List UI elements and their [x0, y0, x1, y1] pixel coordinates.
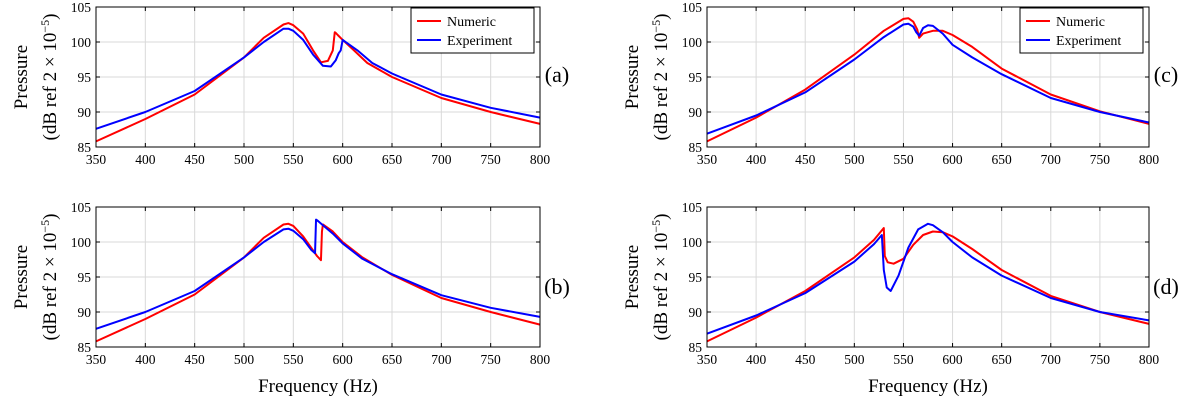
x-tick-label: 700 — [431, 352, 452, 367]
x-tick-label: 800 — [530, 152, 551, 167]
chart-panel-a: 350 400 450 500 550 600 650 700 750 800 85 90 95 100 1… — [11, 0, 569, 167]
y-tick-label: 95 — [78, 270, 92, 285]
x-tick-label: 400 — [746, 152, 767, 167]
y-tick-label: 90 — [689, 105, 703, 120]
y-axis-label: Pressure — [622, 245, 643, 309]
panel-label: (a) — [545, 62, 569, 87]
x-tick-label: 350 — [86, 352, 107, 367]
y-tick-label: 85 — [78, 140, 92, 155]
y-tick-label: 105 — [71, 200, 92, 215]
x-tick-label: 750 — [1090, 152, 1111, 167]
y-tick-label: 90 — [689, 305, 703, 320]
y-axis-label-units: (dB ref 2 × 10−5) — [38, 214, 61, 341]
series-line-numeric — [95, 22, 541, 143]
x-tick-label: 700 — [431, 152, 452, 167]
x-tick-label: 700 — [1041, 152, 1062, 167]
y-tick-label: 100 — [682, 235, 703, 250]
panel-label: (b) — [544, 274, 570, 299]
y-tick-label: 90 — [78, 105, 92, 120]
x-tick-label: 500 — [234, 352, 255, 367]
legend-label-numeric: Numeric — [1056, 15, 1105, 30]
series-line-numeric — [95, 222, 541, 343]
x-tick-label: 550 — [283, 352, 304, 367]
legend-box — [410, 7, 535, 54]
x-tick-label: 800 — [1139, 152, 1160, 167]
x-tick-label: 600 — [942, 152, 963, 167]
x-tick-label: 600 — [333, 152, 354, 167]
series-line-experiment — [95, 27, 541, 130]
x-tick-label: 800 — [530, 352, 551, 367]
y-axis-label: Pressure — [11, 45, 32, 109]
legend-box — [1019, 7, 1144, 54]
x-tick-label: 400 — [746, 352, 767, 367]
y-tick-label: 100 — [71, 35, 92, 50]
x-tick-label: 650 — [382, 152, 403, 167]
x-tick-label: 450 — [185, 152, 206, 167]
x-tick-label: 400 — [135, 152, 156, 167]
x-tick-label: 550 — [893, 352, 914, 367]
chart-panel-d: 350 400 450 500 550 600 650 700 750 800 85 90 95 100 1… — [622, 200, 1179, 367]
x-tick-label: 600 — [942, 352, 963, 367]
x-tick-label: 350 — [697, 352, 718, 367]
legend-label-experiment: Experiment — [1056, 34, 1121, 49]
y-tick-label: 90 — [78, 305, 92, 320]
x-tick-label: 800 — [1139, 352, 1160, 367]
x-tick-label: 350 — [697, 152, 718, 167]
x-tick-label: 500 — [234, 152, 255, 167]
y-axis-label: Pressure — [11, 245, 32, 309]
legend-label-experiment: Experiment — [447, 34, 512, 49]
legend-label-numeric: Numeric — [447, 15, 496, 30]
x-tick-label: 450 — [795, 152, 816, 167]
x-tick-label: 750 — [481, 352, 502, 367]
panel-label: (d) — [1153, 274, 1179, 299]
chart-panel-c: 350 400 450 500 550 600 650 700 750 800 85 90 95 100 1… — [622, 0, 1178, 167]
series-line-numeric — [706, 17, 1150, 143]
x-tick-label: 500 — [844, 152, 865, 167]
y-axis-label: Pressure — [622, 45, 643, 109]
x-tick-label: 700 — [1041, 352, 1062, 367]
series-line-numeric — [706, 227, 1150, 343]
x-tick-label: 450 — [185, 352, 206, 367]
y-tick-label: 95 — [689, 70, 703, 85]
y-tick-label: 105 — [682, 200, 703, 215]
y-tick-label: 105 — [71, 0, 92, 15]
x-tick-label: 550 — [283, 152, 304, 167]
y-tick-label: 85 — [689, 140, 703, 155]
x-tick-label: 600 — [333, 352, 354, 367]
x-tick-label: 450 — [795, 352, 816, 367]
y-tick-label: 95 — [78, 70, 92, 85]
x-tick-label: 350 — [86, 152, 107, 167]
y-axis-label-units: (dB ref 2 × 10−5) — [38, 14, 61, 141]
x-tick-label: 750 — [1090, 352, 1111, 367]
x-tick-label: 400 — [135, 352, 156, 367]
x-tick-label: 750 — [481, 152, 502, 167]
x-tick-label: 650 — [992, 352, 1013, 367]
series-line-experiment — [95, 218, 541, 330]
series-line-experiment — [706, 22, 1150, 135]
x-tick-label: 550 — [893, 152, 914, 167]
y-tick-label: 100 — [71, 235, 92, 250]
y-tick-label: 85 — [78, 340, 92, 355]
y-tick-label: 85 — [689, 340, 703, 355]
x-axis-label: Frequency (Hz) — [868, 376, 988, 397]
y-tick-label: 95 — [689, 270, 703, 285]
y-tick-label: 105 — [682, 0, 703, 15]
y-axis-label-units: (dB ref 2 × 10−5) — [649, 214, 672, 341]
y-axis-label-units: (dB ref 2 × 10−5) — [649, 14, 672, 141]
panel-label: (c) — [1154, 62, 1178, 87]
x-axis-label: Frequency (Hz) — [258, 376, 378, 397]
y-tick-label: 100 — [682, 35, 703, 50]
chart-panel-b: 350 400 450 500 550 600 650 700 750 800 85 90 95 100 1… — [11, 200, 570, 367]
x-tick-label: 650 — [382, 352, 403, 367]
series-line-experiment — [706, 222, 1150, 335]
legend: Numeric Experiment — [1019, 7, 1144, 54]
legend: Numeric Experiment — [410, 7, 535, 54]
x-tick-label: 650 — [992, 152, 1013, 167]
x-tick-label: 500 — [844, 352, 865, 367]
